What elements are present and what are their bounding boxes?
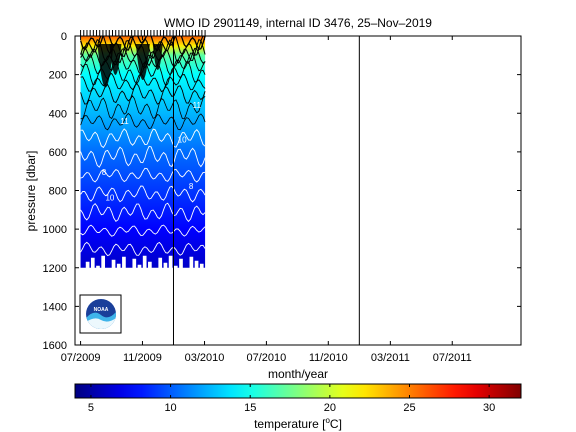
- y-tick-label: 600: [49, 147, 67, 159]
- x-axis-label: month/year: [268, 367, 328, 381]
- x-tick-label: 07/2009: [61, 352, 101, 364]
- isotherm-line: [80, 128, 206, 149]
- mixing-feature: [97, 44, 114, 88]
- isotherm-line: [79, 36, 206, 52]
- colorbar-tick-label: 20: [324, 402, 336, 414]
- mixing-feature: [152, 44, 163, 70]
- colorbar-tick-label: 5: [88, 402, 94, 414]
- x-tick-label: 11/2010: [309, 352, 348, 364]
- noaa-logo: NOAA: [79, 294, 122, 334]
- y-tick-label: 1600: [43, 340, 67, 352]
- x-tick-label: 03/2011: [371, 352, 410, 364]
- y-tick-label: 1000: [43, 224, 67, 236]
- chart-title: WMO ID 2901149, internal ID 3476, 25–Nov…: [164, 16, 432, 30]
- colorbar-label: temperature [oC]: [254, 416, 342, 431]
- y-tick-label: 1200: [43, 263, 67, 275]
- isotherm-line: [80, 145, 206, 168]
- mixing-feature: [135, 44, 150, 80]
- y-tick-label: 400: [49, 108, 67, 120]
- x-tick-label: 07/2011: [433, 352, 472, 364]
- contour-label: 8: [189, 182, 194, 191]
- colorbar-tick-label: 30: [483, 402, 495, 414]
- contour-label: 11: [193, 101, 202, 110]
- colorbar-gradient: [74, 383, 522, 399]
- noaa-logo-wordmark: NOAA: [94, 307, 109, 313]
- colorbar-tick-label: 15: [244, 402, 256, 414]
- isotherm-line: [80, 241, 206, 257]
- isotherm-line: [80, 82, 206, 105]
- contour-label: 10: [105, 194, 114, 203]
- x-tick-label: 11/2009: [123, 352, 162, 364]
- isotherm-line: [80, 185, 206, 203]
- contour-label: 11: [120, 117, 129, 126]
- colorbar-tick-label: 25: [403, 402, 415, 414]
- y-axis-label: pressure [dbar]: [24, 151, 38, 232]
- y-tick-label: 200: [49, 70, 67, 82]
- y-tick-label: 800: [49, 186, 67, 198]
- x-tick-label: 03/2010: [185, 352, 225, 364]
- isotherm-line: [80, 167, 206, 183]
- mixing-feature: [109, 44, 122, 75]
- isotherm-line: [80, 202, 206, 223]
- isotherm-line: [80, 95, 206, 120]
- isotherm-line: [80, 112, 206, 131]
- colorbar-tick-label: 10: [164, 402, 176, 414]
- plot-area: 07/2009 11/2009 03/2010 07/2010 11/2010 03/20…: [43, 30, 522, 364]
- y-tick-label: 1400: [43, 301, 67, 313]
- contour-label: 10: [178, 136, 187, 145]
- contour-label: 8: [102, 168, 107, 177]
- colorbar: 5 10 15 20 25 30 temperature [oC]: [74, 383, 522, 431]
- y-tick-label: 0: [61, 31, 67, 43]
- isotherm-line: [80, 224, 206, 237]
- isotherm-line: [80, 36, 206, 60]
- x-tick-label: 07/2010: [247, 352, 287, 364]
